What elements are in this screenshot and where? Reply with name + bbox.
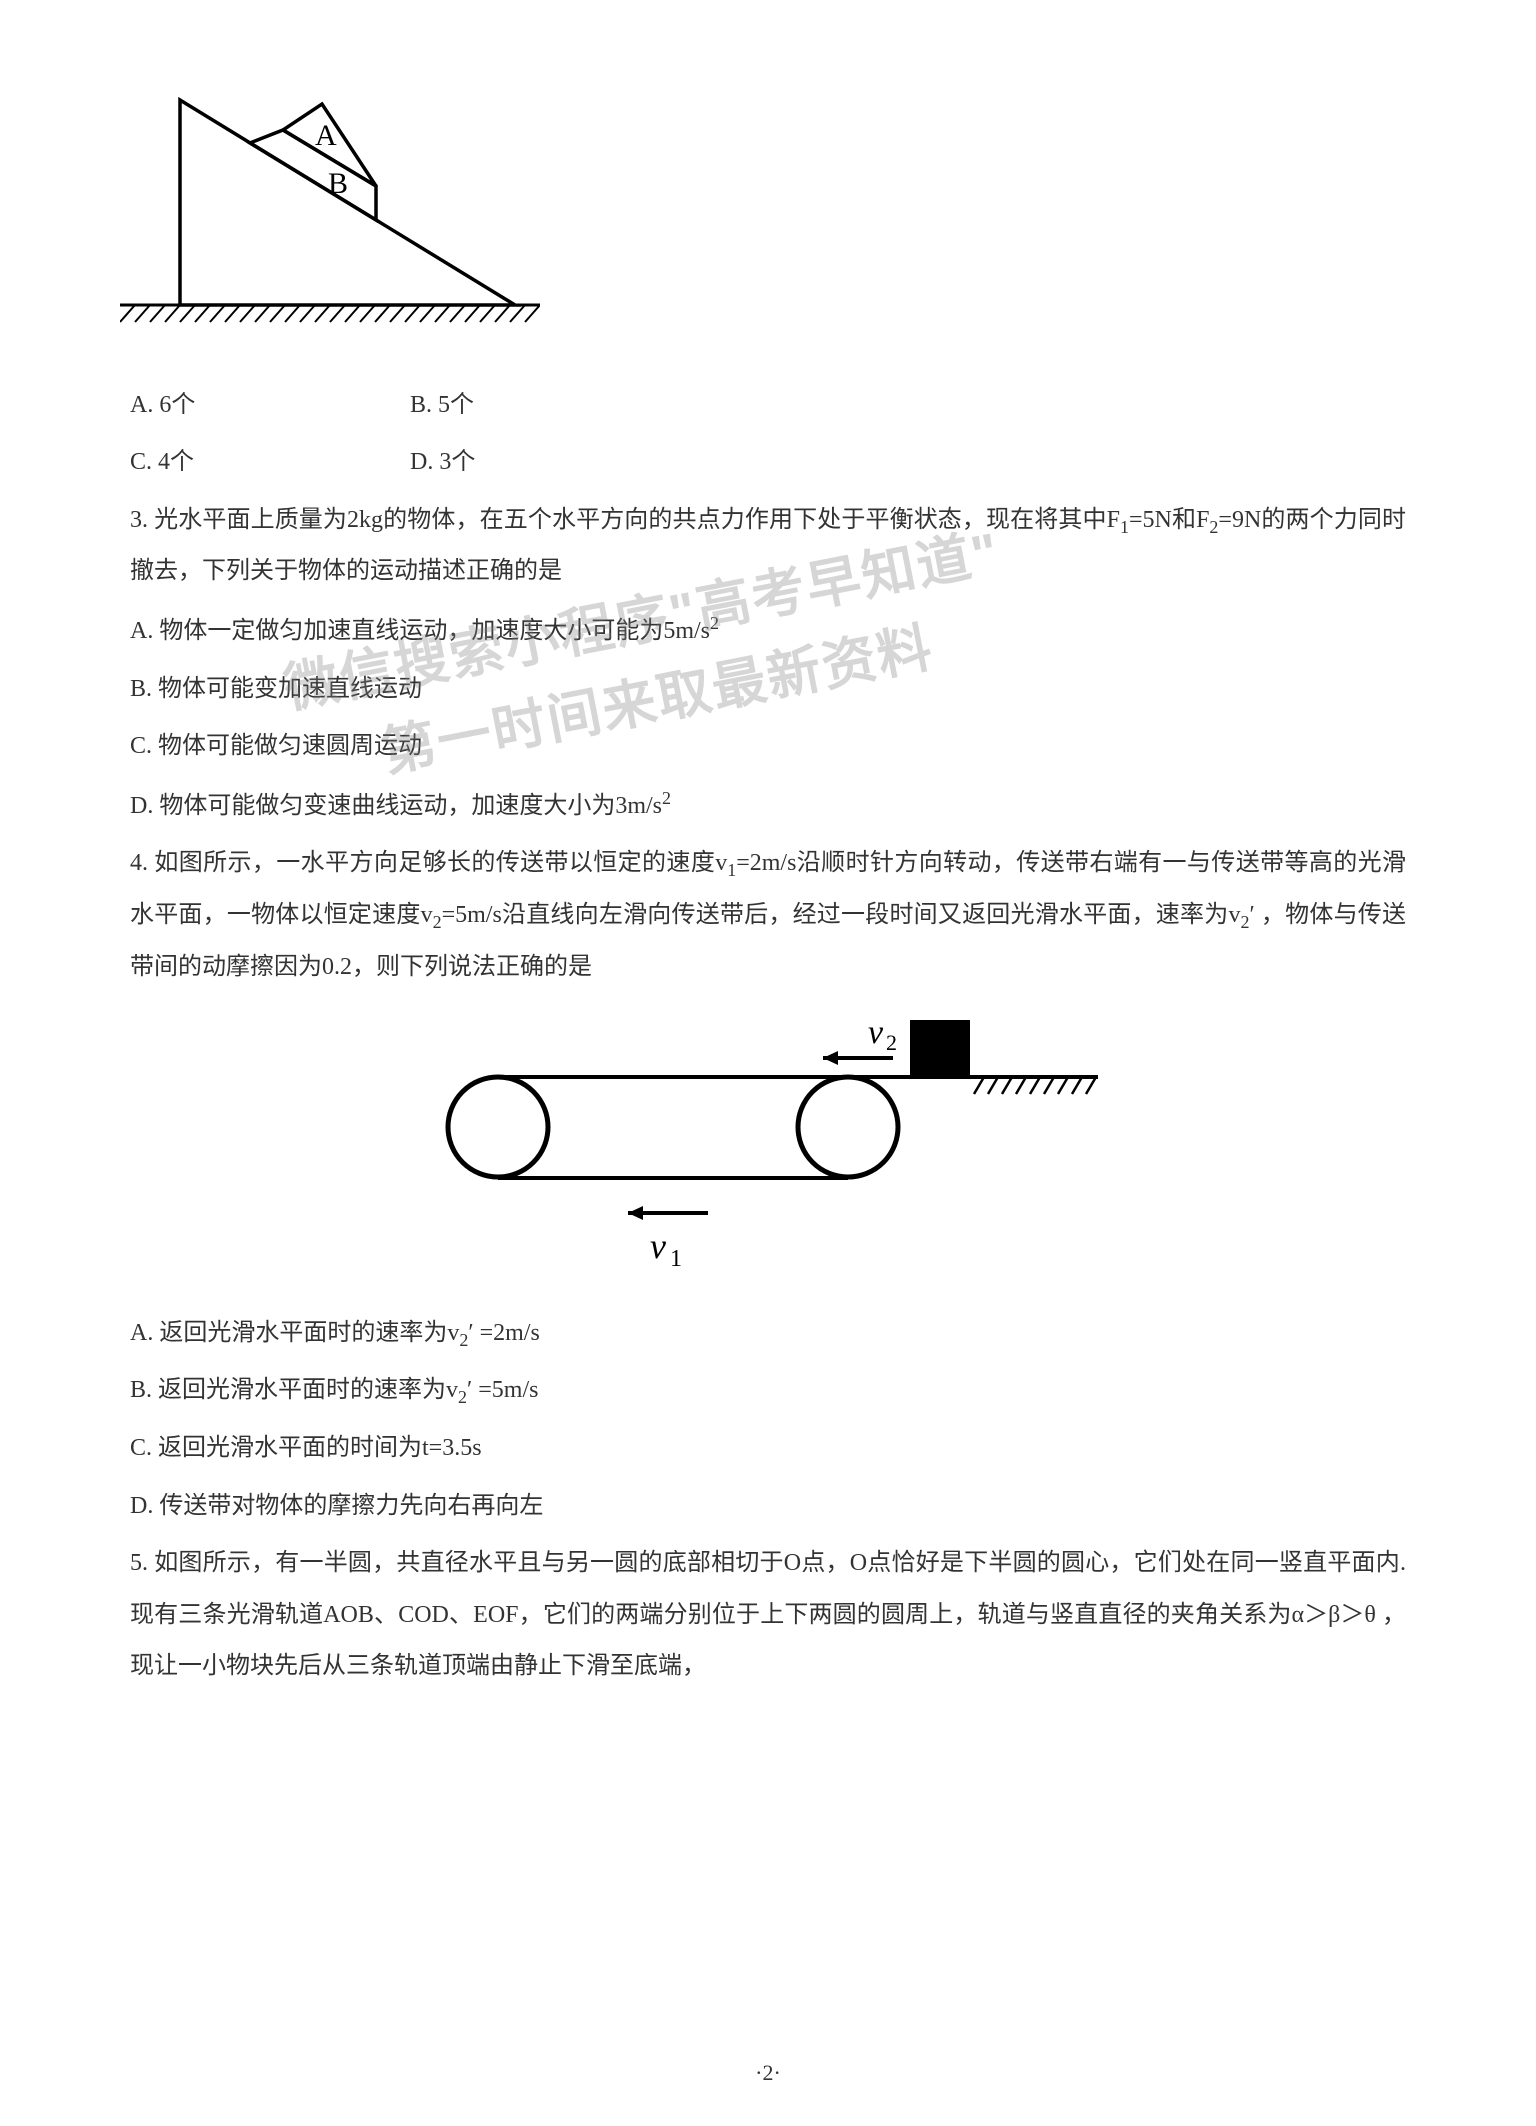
- label-b: B: [328, 167, 348, 200]
- q2-option-a: A. 6个: [130, 380, 410, 432]
- incline-diagram: A B: [120, 60, 1406, 360]
- q2-option-d: D. 3个: [410, 437, 690, 489]
- q2-option-b: B. 5个: [410, 380, 690, 432]
- q2-options-row-1: A. 6个 B. 5个: [130, 380, 1406, 432]
- q4-stem: 4. 如图所示，一水平方向足够长的传送带以恒定的速度v1=2m/s沿顺时针方向转…: [130, 838, 1406, 993]
- svg-text:2: 2: [886, 1030, 897, 1055]
- conveyor-diagram: v 2: [130, 1008, 1406, 1288]
- svg-text:1: 1: [670, 1246, 682, 1268]
- q4-option-a: A. 返回光滑水平面时的速率为v2′ =2m/s: [130, 1308, 1406, 1360]
- q4-option-b: B. 返回光滑水平面时的速率为v2′ =5m/s: [130, 1365, 1406, 1417]
- label-a: A: [315, 119, 337, 152]
- q3-stem: 3. 光水平面上质量为2kg的物体，在五个水平方向的共点力作用下处于平衡状态，现…: [130, 495, 1406, 598]
- svg-text:v: v: [868, 1014, 884, 1051]
- q3-option-b: B. 物体可能变加速直线运动: [130, 664, 1406, 716]
- q2-option-c: C. 4个: [130, 437, 410, 489]
- q3-option-c: C. 物体可能做匀速圆周运动: [130, 721, 1406, 773]
- q3-option-d: D. 物体可能做匀变速曲线运动，加速度大小为3m/s2: [130, 779, 1406, 833]
- svg-text:v: v: [650, 1226, 666, 1266]
- q5-stem: 5. 如图所示，有一半圆，共直径水平且与另一圆的底部相切于O点，O点恰好是下半圆…: [130, 1538, 1406, 1693]
- q4-option-d: D. 传送带对物体的摩擦力先向右再向左: [130, 1481, 1406, 1533]
- block-icon: [910, 1020, 970, 1077]
- q4-option-c: C. 返回光滑水平面的时间为t=3.5s: [130, 1423, 1406, 1475]
- q3-option-a: A. 物体一定做匀加速直线运动，加速度大小可能为5m/s2: [130, 604, 1406, 658]
- page-number: ·2·: [0, 2060, 1536, 2086]
- q2-options-row-2: C. 4个 D. 3个: [130, 437, 1406, 489]
